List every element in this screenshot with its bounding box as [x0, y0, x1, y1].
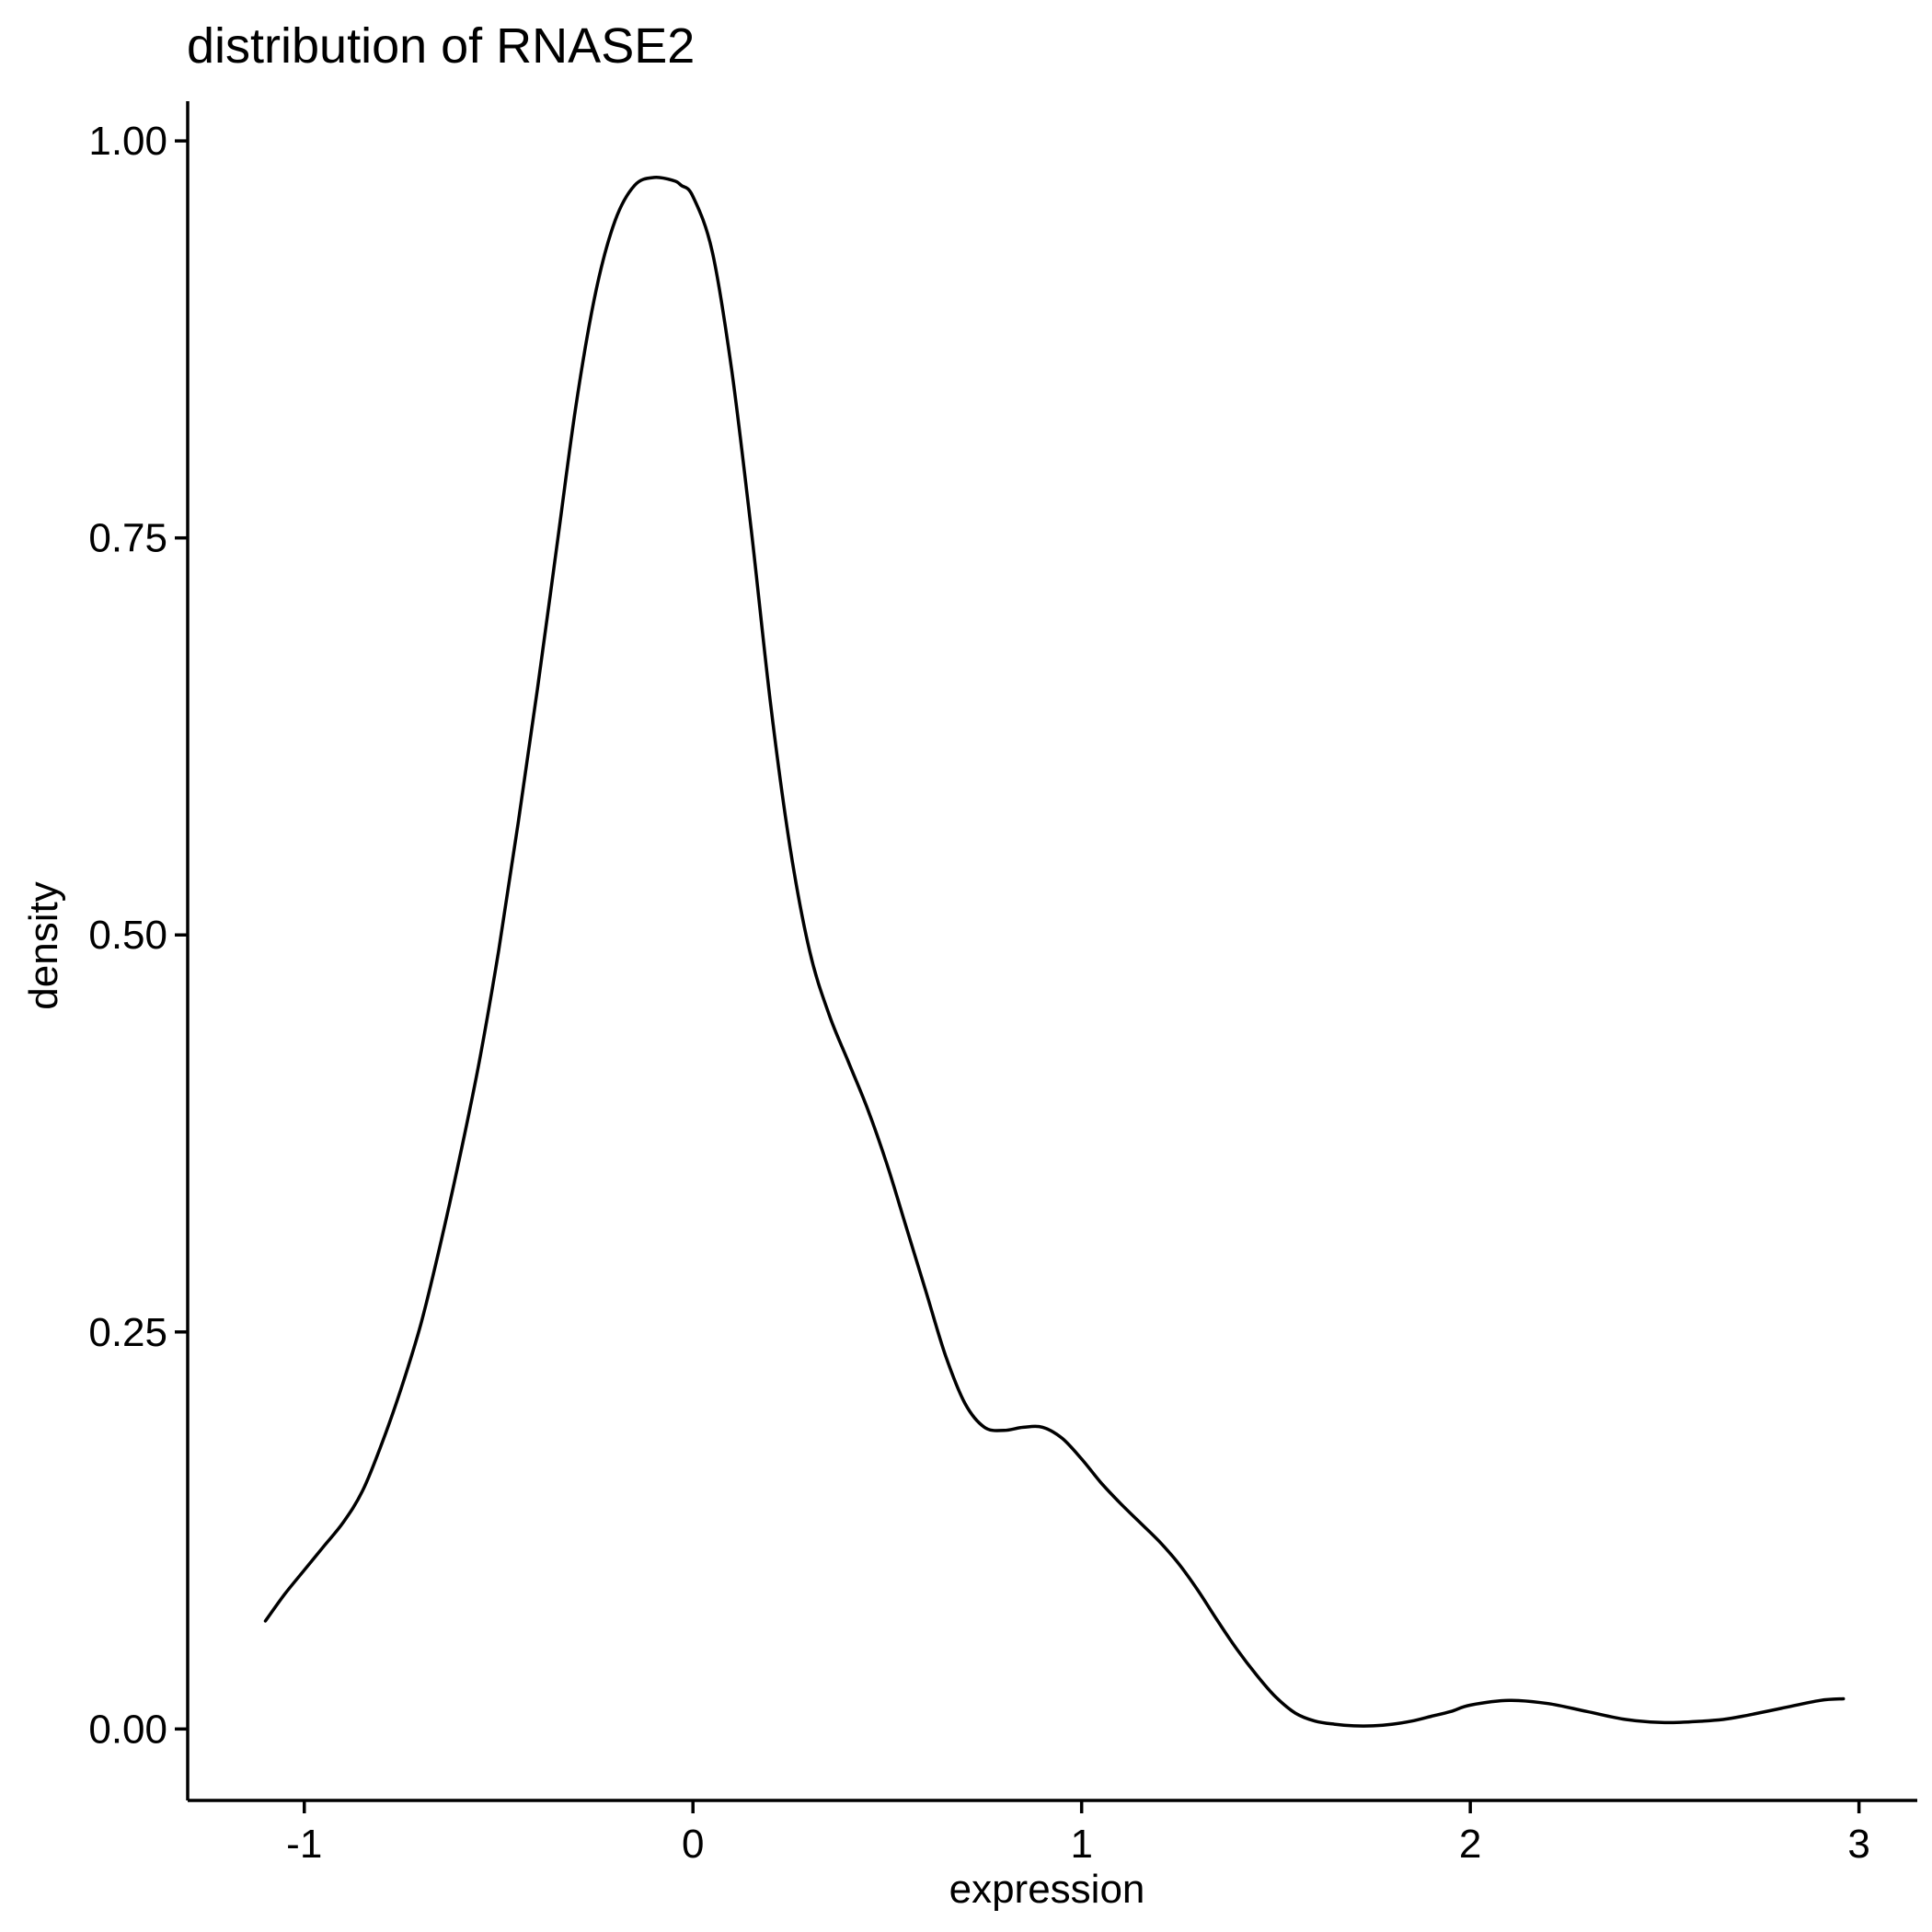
x-tick-label: -1: [286, 1822, 322, 1867]
x-tick-label: 1: [1070, 1822, 1092, 1867]
y-tick-label: 0.00: [88, 1707, 167, 1752]
x-tick-label: 0: [682, 1822, 704, 1867]
x-axis-ticks: -1 0 1 2 3: [286, 1800, 1870, 1867]
y-tick-label: 0.50: [88, 913, 167, 958]
x-tick-label: 2: [1459, 1822, 1481, 1867]
y-tick-label: 1.00: [88, 119, 167, 164]
chart-title: distribution of RNASE2: [187, 18, 695, 74]
y-tick-label: 0.75: [88, 516, 167, 561]
density-curve: [263, 175, 1846, 1728]
x-tick-label: 3: [1847, 1822, 1869, 1867]
y-axis-ticks: 0.00 0.25 0.50 0.75 1.00: [88, 119, 188, 1752]
x-axis-title: expression: [949, 1867, 1145, 1912]
y-axis-title: density: [21, 881, 66, 1009]
y-tick-label: 0.25: [88, 1310, 167, 1355]
